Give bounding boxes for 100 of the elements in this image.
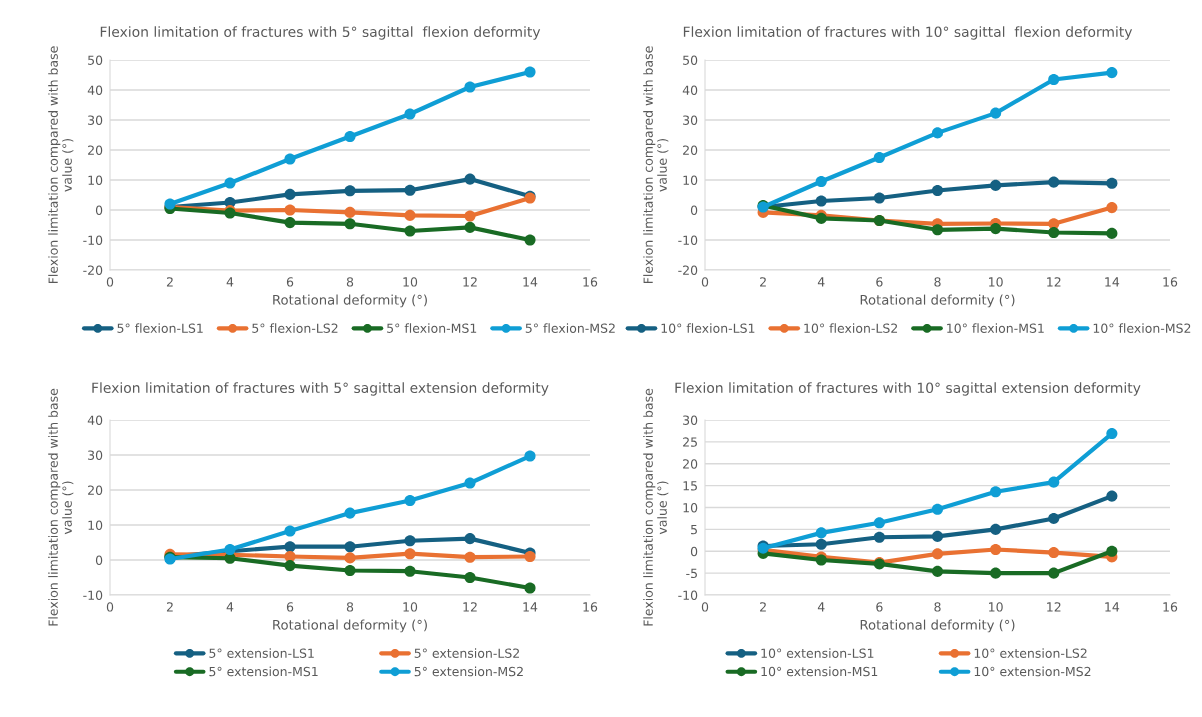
point (404, 548, 416, 560)
legend-label: 10° extension-LS1 (761, 648, 874, 658)
y-tick-label: -10 (83, 590, 103, 600)
point (344, 564, 356, 577)
y-tick-label: 20 (88, 485, 103, 495)
point (284, 560, 296, 572)
point (524, 66, 536, 78)
x-tick-label: 14 (523, 277, 538, 287)
legend-label: 5° extension-LS2 (414, 648, 519, 658)
x-tick-label: 12 (1047, 602, 1061, 612)
y-tick-label: 20 (88, 145, 103, 155)
y-axis-title: Flexion limitation compared with base value (°) (643, 46, 669, 284)
point (815, 195, 827, 207)
y-axis-title: Flexion limitation compared with base value (°) (643, 388, 669, 626)
legend-label: 10° extension-MS2 (974, 666, 1091, 677)
y-tick-label: 0 (690, 205, 698, 215)
point (344, 552, 356, 564)
x-tick-label: 0 (701, 277, 709, 287)
point (344, 541, 356, 553)
x-axis-title: Rotational deformity (°) (273, 619, 427, 633)
point (464, 210, 476, 222)
point (1106, 428, 1118, 440)
point (524, 582, 536, 594)
chart-title: Flexion limitation of fractures with 5° sagittal extension deformity (92, 382, 549, 396)
point (1048, 547, 1060, 559)
x-tick-label: 12 (1047, 277, 1061, 287)
y-tick-label: -20 (83, 265, 103, 275)
point (284, 188, 296, 200)
y-tick-label: -20 (678, 265, 698, 275)
x-tick-label: 2 (760, 602, 766, 612)
x-tick-label: 8 (346, 277, 354, 287)
point (1106, 67, 1118, 79)
point (931, 548, 944, 560)
point (464, 533, 476, 545)
point (815, 175, 827, 188)
x-tick-label: 10 (403, 602, 418, 612)
x-axis-title: Rotational deformity (°) (860, 294, 1015, 308)
point (404, 565, 416, 577)
point (873, 151, 885, 164)
y-tick-label: 30 (683, 115, 698, 125)
y-tick-label: 10 (88, 175, 103, 185)
legend-label: 5° flexion-LS1 (117, 323, 203, 333)
x-tick-label: 6 (286, 277, 294, 287)
point (344, 185, 356, 197)
y-tick-label: -10 (678, 590, 698, 600)
point (1106, 545, 1118, 557)
x-tick-label: 4 (817, 277, 825, 287)
x-tick-label: 8 (346, 602, 354, 612)
y-tick-label: 0 (690, 546, 698, 557)
point (1048, 476, 1060, 488)
point (464, 221, 476, 233)
y-tick-label: 50 (683, 55, 698, 65)
legend-label: 10° extension-LS2 (974, 648, 1087, 658)
x-tick-label: 4 (226, 277, 234, 287)
x-tick-label: 0 (106, 602, 114, 612)
point (404, 184, 416, 196)
x-tick-label: 12 (463, 602, 477, 612)
point (931, 224, 944, 236)
point (464, 551, 476, 563)
point (990, 523, 1002, 535)
y-axis-title: Flexion limitation compared with base value (°) (48, 388, 74, 626)
y-tick-label: 0 (95, 205, 103, 215)
legend-label: 5° flexion-MS2 (525, 323, 615, 333)
point (815, 538, 827, 550)
point (931, 565, 944, 577)
point (524, 550, 536, 563)
y-tick-label: 0 (95, 555, 103, 565)
point (284, 541, 296, 553)
point (344, 218, 356, 230)
x-tick-label: 2 (166, 602, 173, 612)
legend-label: 5° flexion-MS1 (387, 323, 477, 333)
y-tick-label: 10 (683, 175, 698, 185)
x-tick-label: 4 (226, 602, 234, 612)
point (931, 184, 944, 197)
y-tick-label: 40 (87, 85, 103, 95)
legend-label: 5° extension-LS1 (209, 648, 314, 658)
point (990, 543, 1002, 556)
y-tick-label: 15 (683, 481, 697, 491)
point (404, 209, 416, 221)
point (873, 192, 885, 204)
point (990, 223, 1002, 235)
y-tick-label: 30 (88, 450, 103, 460)
x-tick-label: 6 (876, 277, 883, 287)
x-tick-label: 6 (876, 602, 883, 612)
x-tick-label: 14 (1105, 277, 1120, 287)
point (1106, 202, 1118, 214)
x-tick-label: 6 (286, 602, 294, 612)
point (1106, 177, 1118, 189)
point (931, 503, 944, 515)
y-tick-label: 10 (683, 502, 698, 513)
point (1048, 176, 1060, 188)
x-tick-label: 0 (106, 277, 114, 287)
x-tick-label: 16 (1163, 277, 1178, 287)
legend-label: 10° extension-MS1 (761, 666, 878, 677)
point (464, 571, 476, 584)
point (873, 531, 885, 543)
point (344, 507, 356, 519)
legend-label: 5° extension-MS1 (209, 666, 318, 677)
x-tick-label: 16 (583, 602, 598, 612)
point (990, 567, 1002, 579)
